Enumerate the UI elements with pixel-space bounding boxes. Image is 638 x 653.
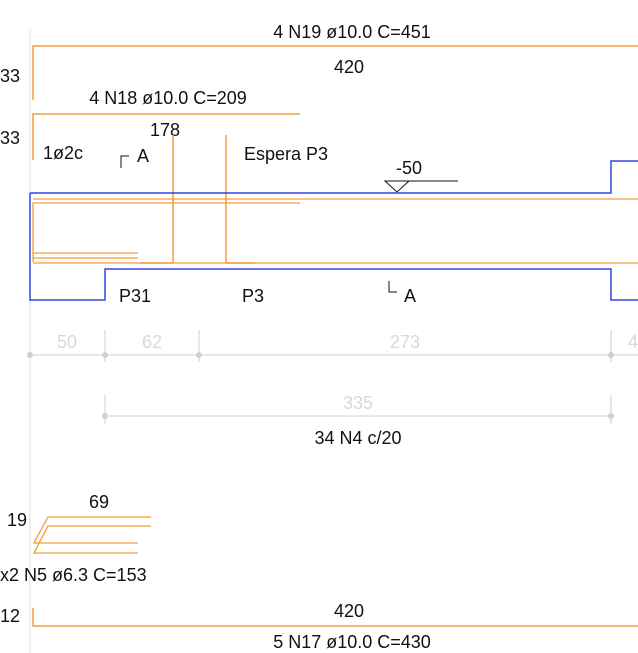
n19-label: 4 N19 ø10.0 C=451 xyxy=(273,22,431,42)
section-mark-left: A xyxy=(137,146,149,166)
dimension-total: 335 xyxy=(343,393,373,413)
dimension-dot xyxy=(102,413,108,419)
stirrups-label: 34 N4 c/20 xyxy=(314,428,401,448)
dimension-seg1: 50 xyxy=(57,332,77,352)
n19-bar xyxy=(32,45,638,100)
dimension-seg2: 62 xyxy=(142,332,162,352)
n18-label: 4 N18 ø10.0 C=209 xyxy=(89,88,247,108)
n5-height: 19 xyxy=(7,510,27,530)
dimension-dot xyxy=(27,352,33,358)
dimension-dot xyxy=(608,413,614,419)
n19-hook: 33 xyxy=(0,66,20,86)
n17-bar xyxy=(32,608,638,627)
section-mark-right: A xyxy=(404,286,416,306)
section-mark-right-icon xyxy=(388,281,397,293)
stirrup-note: 1ø2c xyxy=(43,143,83,163)
dimension-dot xyxy=(196,352,202,358)
pillar-label-p31: P31 xyxy=(119,286,151,306)
n17-hook: 12 xyxy=(0,606,20,626)
n18-bar xyxy=(32,113,300,160)
dimension-dot xyxy=(102,352,108,358)
n18-hook: 33 xyxy=(0,128,20,148)
top-rebar-2 xyxy=(32,202,300,262)
dimension-seg3: 273 xyxy=(390,332,420,352)
dimension-seg4: 4 xyxy=(628,332,638,352)
level-label: -50 xyxy=(396,158,422,178)
n5-bar-1 xyxy=(32,516,151,544)
n5-label: x2 N5 ø6.3 C=153 xyxy=(0,565,147,585)
section-mark-left-icon xyxy=(120,155,129,168)
n19-length: 420 xyxy=(334,57,364,77)
pillar-label-p3: P3 xyxy=(242,286,264,306)
n17-length: 420 xyxy=(334,601,364,621)
n17-label: 5 N17 ø10.0 C=430 xyxy=(273,632,431,652)
n5-bar-2 xyxy=(32,525,151,554)
beam-bottom-outline xyxy=(29,193,638,301)
dimension-dot xyxy=(608,352,614,358)
espera-label: Espera P3 xyxy=(244,144,328,164)
beam-top-outline xyxy=(30,160,638,194)
n5-width: 69 xyxy=(89,492,109,512)
n18-length: 178 xyxy=(150,120,180,140)
level-triangle-icon xyxy=(383,180,411,193)
